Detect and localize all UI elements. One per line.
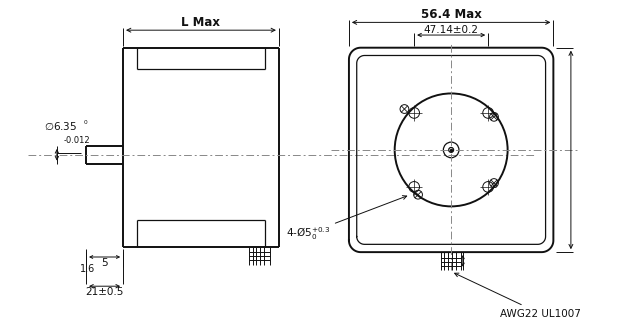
Text: 1.6: 1.6: [79, 264, 95, 274]
Text: 47.14±0.2: 47.14±0.2: [423, 25, 479, 35]
Text: 5: 5: [101, 258, 108, 268]
Text: $^0$: $^0$: [83, 120, 89, 129]
Text: L Max: L Max: [182, 16, 221, 29]
Text: 56.4 Max: 56.4 Max: [421, 8, 482, 21]
Text: 4-Ø5$^{+0.3}_{0}$: 4-Ø5$^{+0.3}_{0}$: [286, 196, 407, 242]
Text: -0.012: -0.012: [64, 136, 91, 145]
Text: 21±0.5: 21±0.5: [86, 287, 124, 297]
Text: $\varnothing$6.35: $\varnothing$6.35: [44, 120, 78, 132]
Text: AWG22 UL1007: AWG22 UL1007: [454, 273, 581, 319]
